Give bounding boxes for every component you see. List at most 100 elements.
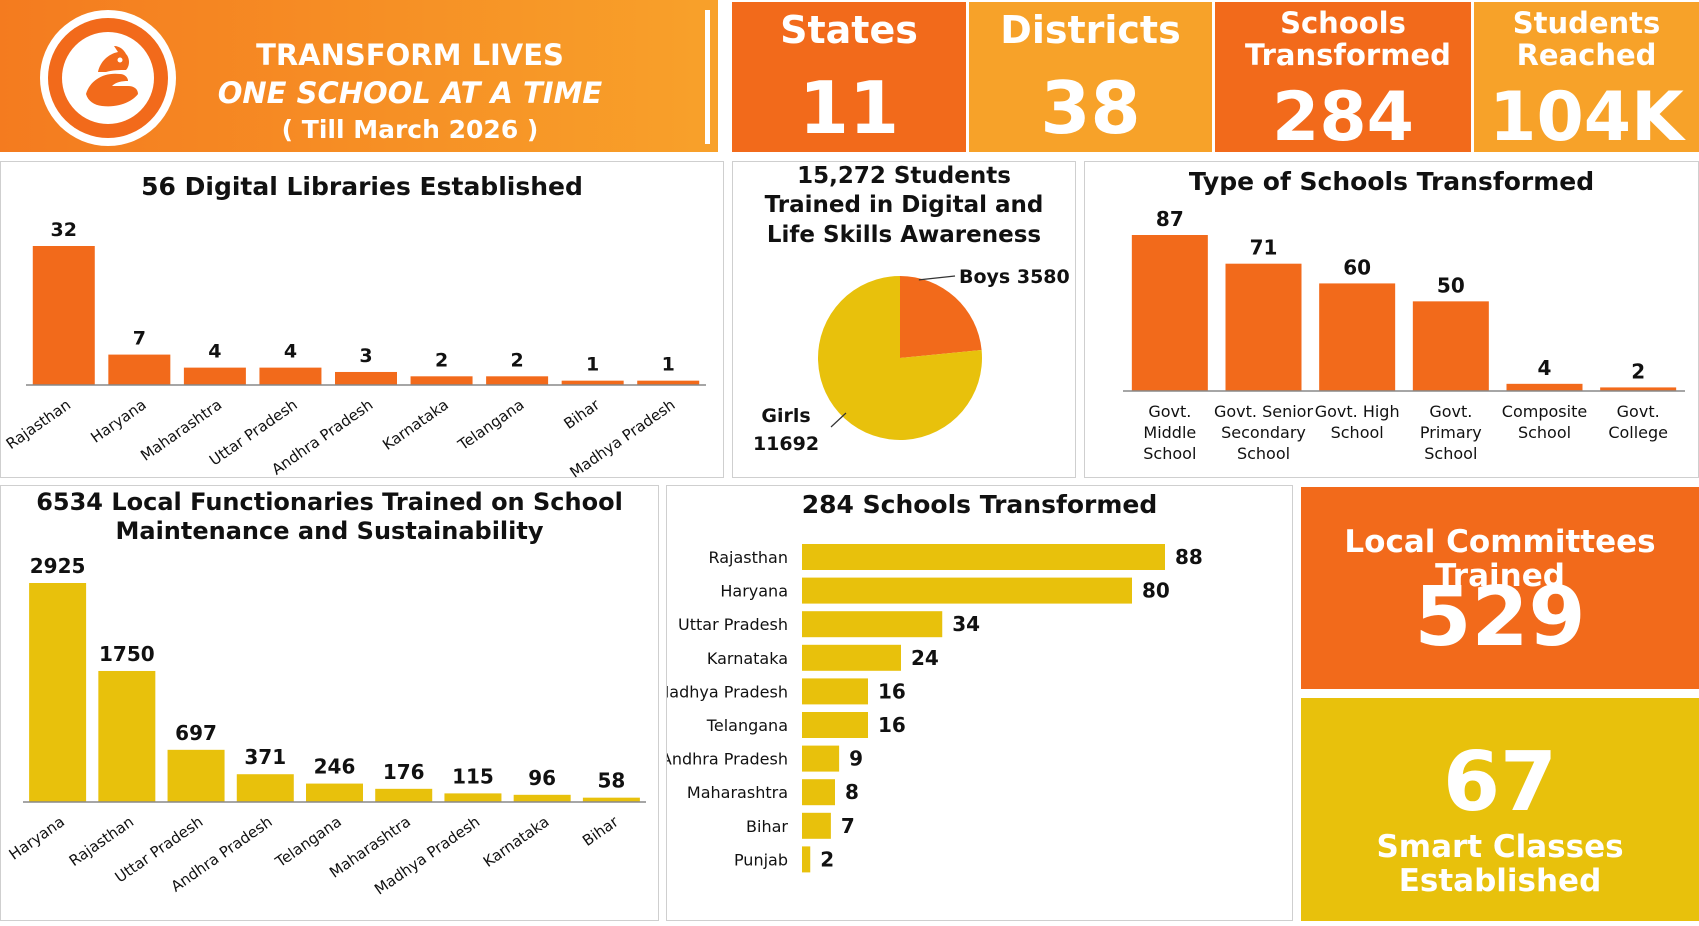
bar-govt-middle-school xyxy=(1131,235,1208,391)
data-label-bihar: 1 xyxy=(586,354,599,376)
data-label-govt-college: 2 xyxy=(1631,359,1645,383)
bar-andhra-pradesh xyxy=(335,371,397,385)
bar-rajasthan xyxy=(98,670,156,802)
bar-rajasthan xyxy=(802,544,1165,570)
bar-uttar-pradesh xyxy=(802,611,943,638)
bar-telangana xyxy=(802,712,868,738)
tick-label-maharashtra: Maharashtra xyxy=(687,783,788,802)
pie-leader-boys xyxy=(918,275,956,281)
data-label-haryana: 80 xyxy=(1142,579,1170,603)
stat-students-label: Students Reached xyxy=(1512,6,1661,72)
data-label-maharashtra: 176 xyxy=(383,760,425,784)
data-label-uttar-pradesh: 4 xyxy=(284,341,297,363)
students-trained-title: 15,272 Students Trained in Digital and L… xyxy=(764,163,1044,248)
tick-label-madhya-pradesh: Madhya Pradesh xyxy=(667,682,788,701)
header-line-1: TRANSFORM LIVES xyxy=(256,38,564,72)
bar-andhra-pradesh xyxy=(236,774,294,802)
tick-label-bihar: Bihar xyxy=(579,812,622,850)
data-label-uttar-pradesh: 697 xyxy=(175,721,217,745)
bar-karnataka xyxy=(513,794,571,802)
bar-haryana xyxy=(802,577,1132,604)
pie-slice-boys xyxy=(900,276,982,358)
bar-punjab xyxy=(802,846,811,873)
bar-karnataka xyxy=(410,376,473,385)
bar-maharashtra xyxy=(183,367,246,385)
data-label-govt-high-school: 60 xyxy=(1343,255,1371,279)
bar-composite-school xyxy=(1506,383,1583,391)
tick-label-rajasthan: Rajasthan xyxy=(3,396,74,454)
students-trained-panel: 15,272 Students Trained in Digital and L… xyxy=(732,161,1076,478)
bar-andhra-pradesh xyxy=(802,745,840,772)
header-line-2: ONE SCHOOL AT A TIME xyxy=(217,76,603,110)
schools-transformed-chart: Rajasthan 88 Haryana 80 Uttar Pradesh 34 Karna… xyxy=(667,544,1203,873)
stat-schools-value: 284 xyxy=(1272,78,1414,157)
data-label-composite-school: 4 xyxy=(1538,356,1552,380)
tick-label-haryana: Haryana xyxy=(6,813,68,864)
bar-maharashtra xyxy=(802,779,835,806)
data-label-telangana: 246 xyxy=(314,755,356,779)
data-label-karnataka: 2 xyxy=(435,349,448,371)
students-trained-pie-chart: Boys 3580 Girls 11692 xyxy=(753,266,1070,455)
data-label-andhra-pradesh: 9 xyxy=(849,747,863,771)
stat-schools: Schools Transformed 284 xyxy=(1215,2,1471,152)
data-label-govt-senior-secondary-school: 71 xyxy=(1250,236,1278,260)
digital-libraries-title: 56 Digital Libraries Established xyxy=(141,172,583,201)
data-label-bihar: 58 xyxy=(597,769,625,793)
tick-label-haryana: Haryana xyxy=(720,582,788,601)
smart-classes-value: 67 xyxy=(1442,735,1558,830)
bar-maharashtra xyxy=(375,788,433,802)
bar-madhya-pradesh xyxy=(444,793,502,802)
data-label-maharashtra: 4 xyxy=(208,341,221,363)
logo xyxy=(40,10,176,146)
bar-govt-high-school xyxy=(1319,283,1396,391)
data-label-madhya-pradesh: 16 xyxy=(878,679,906,703)
stat-students-value: 104K xyxy=(1489,78,1684,157)
committees-label: Local Committees Trained xyxy=(1344,524,1656,595)
schools-transformed-panel: 284 Schools Transformed Rajasthan 88 Harya… xyxy=(666,485,1293,921)
tick-label-govt-college: Govt. College xyxy=(1608,402,1668,442)
bar-madhya-pradesh xyxy=(802,678,868,705)
tick-label-telangana: Telangana xyxy=(706,716,788,735)
data-label-bihar: 7 xyxy=(841,814,855,838)
data-label-rajasthan: 88 xyxy=(1175,545,1203,569)
data-label-rajasthan: 32 xyxy=(51,219,77,241)
functionaries-title: 6534 Local Functionaries Trained on Scho… xyxy=(36,488,623,545)
data-label-govt-primary-school: 50 xyxy=(1437,273,1465,297)
bar-bihar xyxy=(802,812,831,839)
bar-govt-senior-secondary-school xyxy=(1225,263,1302,391)
bar-rajasthan xyxy=(32,246,95,385)
school-types-title: Type of Schools Transformed xyxy=(1188,167,1595,196)
data-label-karnataka: 24 xyxy=(911,646,939,670)
tick-label-govt-middle-school: Govt. Middle School xyxy=(1143,402,1196,463)
tick-label-karnataka: Karnataka xyxy=(379,396,452,454)
bar-govt-college xyxy=(1600,387,1677,391)
data-label-punjab: 2 xyxy=(820,847,834,871)
bar-madhya-pradesh xyxy=(637,380,700,385)
smart-classes-label: Smart Classes Established xyxy=(1376,829,1624,900)
header-banner: TRANSFORM LIVES ONE SCHOOL AT A TIME ( T… xyxy=(0,0,718,152)
data-label-maharashtra: 8 xyxy=(845,780,859,804)
committees-value: 529 xyxy=(1414,570,1586,665)
schools-transformed-title: 284 Schools Transformed xyxy=(801,490,1158,519)
tick-label-govt-senior-secondary-school: Govt. Senior Secondary School xyxy=(1214,402,1313,463)
data-label-telangana: 2 xyxy=(510,349,523,371)
tick-label-karnataka: Karnataka xyxy=(707,649,788,668)
data-label-madhya-pradesh: 1 xyxy=(662,354,675,376)
stat-districts-label: Districts xyxy=(1000,8,1181,52)
data-label-rajasthan: 1750 xyxy=(99,642,155,666)
data-label-haryana: 2925 xyxy=(30,554,86,578)
bar-haryana xyxy=(108,354,171,385)
digital-libraries-panel: 56 Digital Libraries Established 32 Rajas… xyxy=(0,161,724,479)
functionaries-panel: 6534 Local Functionaries Trained on Scho… xyxy=(0,485,659,921)
tick-label-punjab: Punjab xyxy=(734,850,788,869)
tick-label-karnataka: Karnataka xyxy=(480,813,553,871)
data-label-madhya-pradesh: 115 xyxy=(452,764,494,788)
tick-label-haryana: Haryana xyxy=(87,396,149,447)
pie-label-boys: Boys 3580 xyxy=(959,266,1070,288)
tick-label-bihar: Bihar xyxy=(560,395,603,433)
stat-districts: Districts 38 xyxy=(969,2,1212,152)
tick-label-andhra-pradesh: Andhra Pradesh xyxy=(667,750,788,769)
pie-slice-girls xyxy=(818,276,982,440)
header-line-3: ( Till March 2026 ) xyxy=(281,115,539,144)
